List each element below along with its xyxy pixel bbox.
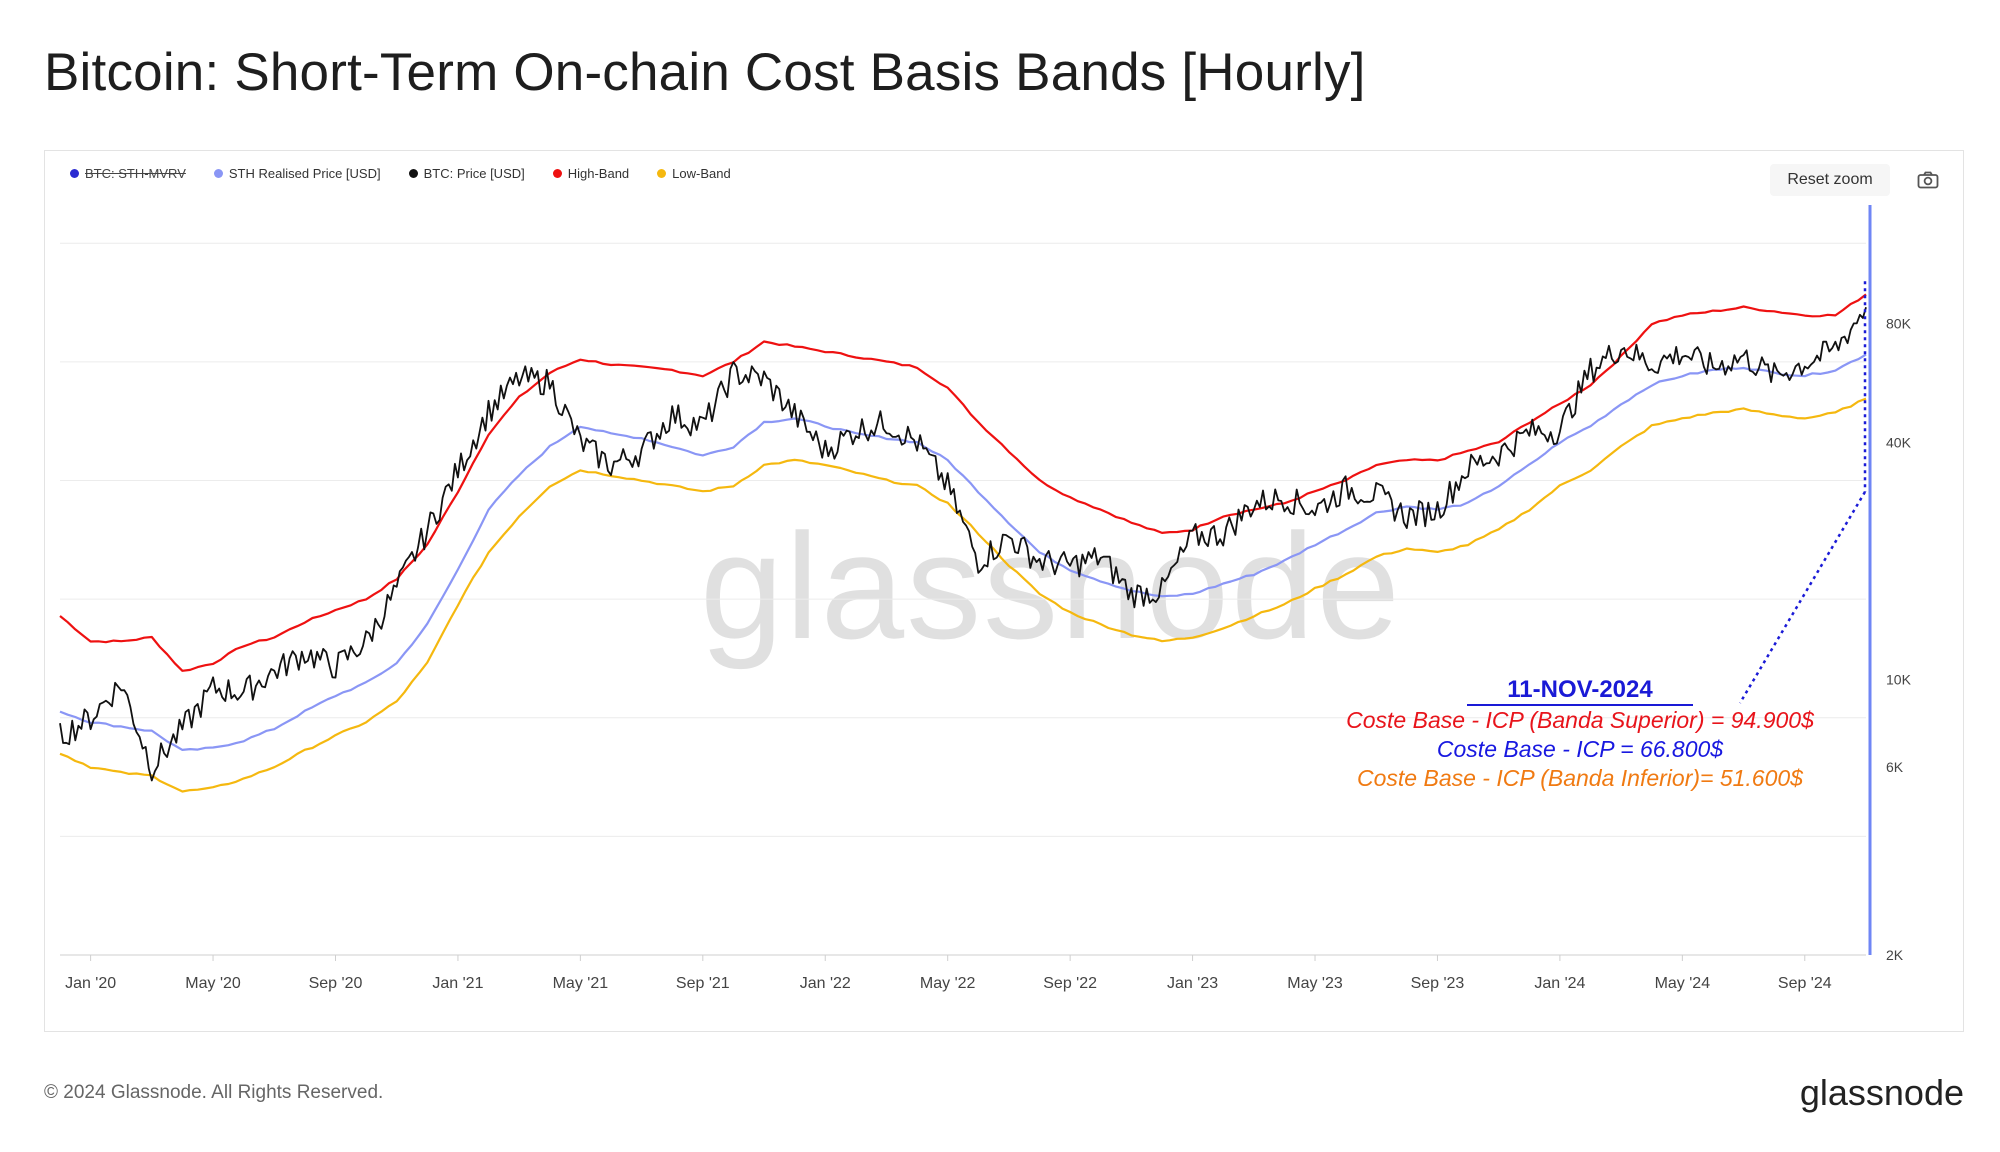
x-tick-label: May '24: [1655, 975, 1711, 992]
series-line-high-band: [59, 293, 1867, 672]
legend-label: Low-Band: [672, 165, 731, 181]
y-tick-label: 2K: [1886, 947, 1904, 963]
page-title: Bitcoin: Short-Term On-chain Cost Basis …: [44, 43, 1366, 102]
x-tick-label: Sep '20: [309, 975, 363, 992]
legend-dot-icon: [70, 168, 79, 178]
y-tick-label: 10K: [1886, 672, 1912, 688]
x-tick-label: Jan '22: [800, 975, 851, 992]
annotation-date: 11-NOV-2024: [1467, 676, 1693, 706]
chart-frame: [44, 150, 1964, 1032]
legend-item-sth-realised-price[interactable]: STH Realised Price [USD]: [213, 165, 381, 181]
annotation-low-band: Coste Base - ICP (Banda Inferior)= 51.60…: [1357, 765, 1803, 791]
annotation-realised-price: Coste Base - ICP = 66.800$: [1436, 736, 1724, 762]
legend-dot-icon: [657, 168, 667, 178]
series-line-sth-realised-price-usd: [59, 353, 1867, 751]
y-tick-label: 80K: [1886, 316, 1912, 332]
annotation-box: 11-NOV-2024 Coste Base - ICP (Banda Supe…: [1300, 676, 1860, 793]
x-tick-label: Jan '20: [65, 975, 116, 992]
reset-zoom-button[interactable]: Reset zoom: [1770, 164, 1890, 196]
legend-dot-icon: [213, 168, 223, 178]
x-tick-label: Jan '21: [432, 975, 483, 992]
x-tick-label: Sep '24: [1778, 975, 1832, 992]
legend-item-low-band[interactable]: Low-Band: [657, 166, 731, 181]
annotation-high-band: Coste Base - ICP (Banda Superior) = 94.9…: [1346, 707, 1814, 733]
footer-copyright: © 2024 Glassnode. All Rights Reserved.: [44, 1082, 384, 1103]
legend-dot-icon: [408, 168, 418, 178]
x-tick-label: Jan '24: [1534, 975, 1585, 992]
legend-label: High-Band: [567, 165, 630, 181]
x-tick-label: May '20: [185, 975, 241, 992]
x-tick-label: Sep '23: [1411, 975, 1465, 992]
legend-item-high-band[interactable]: High-Band: [552, 165, 630, 181]
x-tick-label: Sep '22: [1043, 975, 1097, 992]
legend-label: STH Realised Price [USD]: [228, 165, 381, 181]
series-line-btc-price-usd: [59, 307, 1867, 782]
camera-icon[interactable]: [1912, 164, 1944, 196]
legend-label: BTC: Price [USD]: [423, 165, 525, 181]
series-line-low-band: [59, 397, 1867, 793]
x-tick-label: Sep '21: [676, 975, 730, 992]
legend-label: BTC: STH-MVRV: [85, 165, 186, 181]
x-tick-label: Jan '23: [1167, 975, 1218, 992]
glassnode-logo: glassnode: [1799, 1072, 1964, 1113]
x-tick-label: May '21: [553, 975, 609, 992]
x-tick-label: May '22: [920, 975, 976, 992]
x-tick-label: May '23: [1287, 975, 1343, 992]
annotation-pointer-dotted: [1738, 491, 1867, 704]
y-tick-label: 40K: [1886, 434, 1912, 450]
glassnode-watermark: glassnode: [700, 502, 1402, 670]
legend-item-sth-mvrv[interactable]: BTC: STH-MVRV: [70, 166, 186, 181]
chart-legend: BTC: STH-MVRV STH Realised Price [USD] B…: [70, 162, 731, 184]
legend-item-btc-price[interactable]: BTC: Price [USD]: [408, 165, 525, 181]
legend-dot-icon: [552, 168, 562, 178]
y-tick-label: 6K: [1886, 759, 1904, 775]
